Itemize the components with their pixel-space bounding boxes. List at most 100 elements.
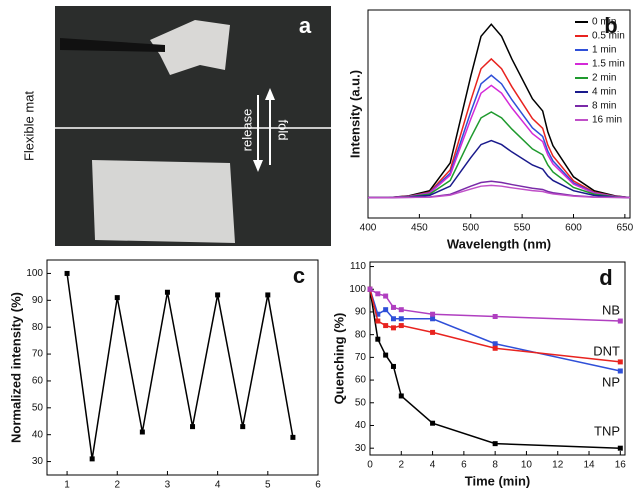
paper-folded [150, 20, 230, 75]
panel-label: c [293, 263, 305, 288]
point [617, 318, 623, 324]
point [240, 424, 246, 430]
label-box [596, 12, 626, 40]
y-tick-label: 100 [349, 284, 366, 295]
point [114, 295, 120, 301]
y-axis-label: Quenching (%) [331, 313, 346, 405]
series-line [368, 184, 631, 199]
x-tick-label: 500 [462, 223, 479, 234]
y-tick-label: 30 [32, 456, 44, 467]
x-tick-label: 400 [360, 223, 377, 234]
point [390, 363, 396, 369]
point [367, 286, 373, 292]
point [190, 424, 196, 430]
x-tick-label: 14 [583, 460, 595, 471]
legend-label: 1 min [592, 45, 616, 56]
x-tick-label: 0 [367, 460, 373, 471]
y-tick-label: 40 [355, 420, 367, 431]
point [265, 292, 271, 298]
legend-label: 8 min [592, 101, 616, 112]
paper-flat [92, 160, 235, 243]
point [375, 318, 381, 324]
series-label: NP [602, 374, 620, 389]
label-box [591, 264, 621, 292]
series-label: DNT [593, 343, 620, 358]
x-tick-label: 650 [617, 223, 634, 234]
legend-label: 2 min [592, 73, 616, 84]
y-tick-label: 90 [32, 295, 44, 306]
point [89, 456, 95, 462]
x-tick-label: 550 [514, 223, 531, 234]
x-tick-label: 8 [492, 460, 498, 471]
arrow-label: release [239, 109, 254, 152]
series-line [368, 74, 631, 199]
point [383, 323, 389, 329]
point [375, 311, 381, 317]
point [383, 352, 389, 358]
point [398, 393, 404, 399]
point [492, 313, 498, 319]
point [375, 291, 381, 297]
x-axis-label: Cycles [162, 493, 204, 496]
arrow-head [253, 160, 263, 172]
point [383, 307, 389, 313]
series-label: TNP [594, 424, 620, 439]
series-line [369, 289, 621, 449]
y-tick-label: 50 [355, 397, 367, 408]
point [430, 420, 436, 426]
point [617, 359, 623, 365]
x-tick-label: 600 [565, 223, 582, 234]
point [617, 445, 623, 451]
point [215, 292, 221, 298]
point [492, 345, 498, 351]
x-tick-label: 16 [615, 460, 627, 471]
x-tick-label: 1 [64, 480, 70, 491]
point [430, 316, 436, 322]
point [290, 434, 296, 440]
point [430, 311, 436, 317]
point [398, 323, 404, 329]
y-tick-label: 80 [32, 322, 44, 333]
panel-label: d [599, 265, 612, 290]
panel-label: b [604, 13, 617, 38]
y-tick-label: 30 [355, 443, 367, 454]
series-label: NB [602, 302, 620, 317]
legend-label: 4 min [592, 87, 616, 98]
point [492, 341, 498, 347]
point [390, 316, 396, 322]
plot-frame [369, 261, 626, 456]
y-tick-label: 110 [350, 261, 366, 272]
legend-label: 0 min [592, 17, 616, 28]
series-line [368, 84, 631, 199]
point [375, 336, 381, 342]
y-tick-label: 60 [32, 376, 44, 387]
x-tick-label: 5 [265, 480, 271, 491]
scissors [60, 38, 165, 52]
x-axis-label: Wavelength (nm) [447, 236, 551, 251]
point [492, 441, 498, 447]
x-tick-label: 12 [552, 460, 564, 471]
point [390, 325, 396, 331]
y-tick-label: 90 [355, 307, 367, 318]
x-tick-label: 2 [114, 480, 120, 491]
x-tick-label: 450 [411, 223, 428, 234]
series-line [368, 57, 631, 199]
point [139, 429, 145, 435]
x-tick-label: 4 [215, 480, 221, 491]
point [390, 304, 396, 310]
x-tick-label: 2 [399, 460, 405, 471]
point [383, 293, 389, 299]
x-tick-label: 10 [521, 460, 533, 471]
point [398, 307, 404, 313]
series-line [369, 289, 621, 363]
photo-panel: release fold a Flexible mat [21, 6, 331, 246]
y-tick-label: 60 [355, 375, 367, 386]
y-axis-label: Normalized intensity (%) [8, 292, 23, 443]
panel-label: a [299, 13, 312, 38]
legend-label: 16 min [592, 115, 622, 126]
series-line [368, 23, 631, 199]
series-line [368, 139, 631, 199]
point [398, 316, 404, 322]
series-line [66, 273, 294, 459]
